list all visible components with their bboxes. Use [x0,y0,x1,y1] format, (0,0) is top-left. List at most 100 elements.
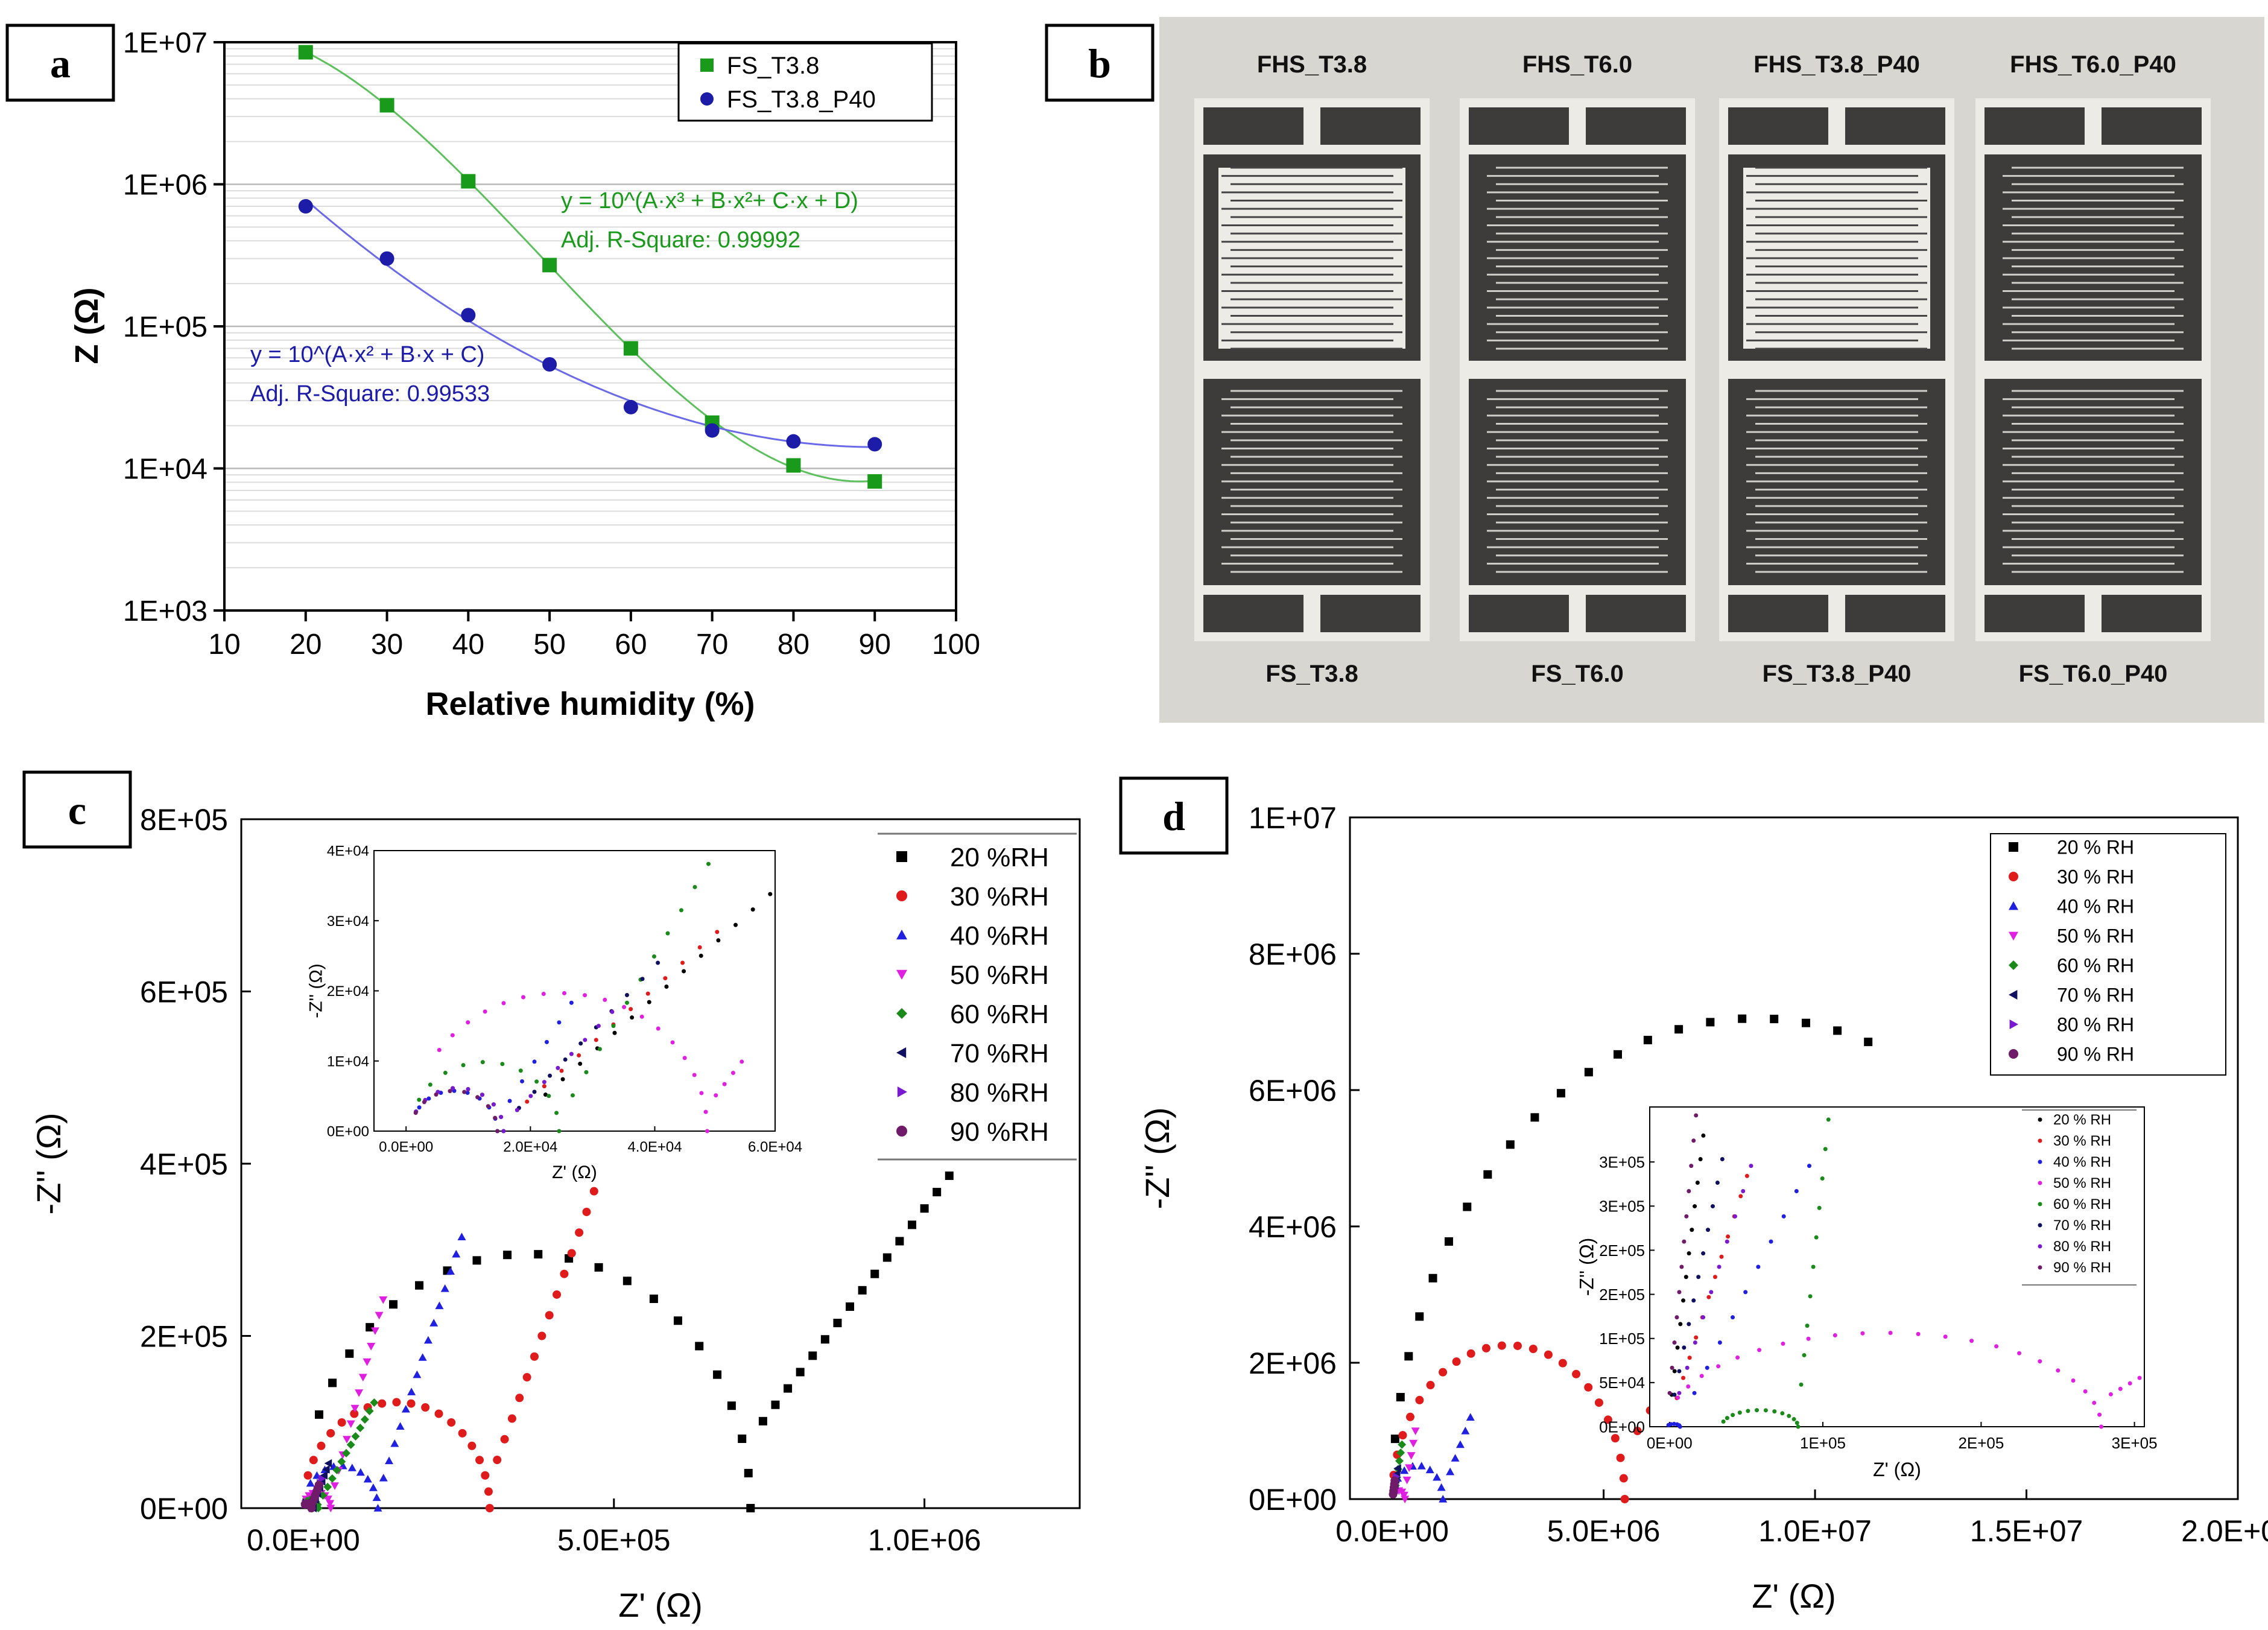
legend-marker [897,1086,907,1097]
inset-legend-label: 90 % RH [2053,1260,2111,1276]
inset-data-point [1676,1395,1680,1400]
data-point [343,1436,352,1444]
x-tick-label: 90 [859,629,891,661]
data-point [1439,1495,1448,1503]
data-point [375,1311,384,1320]
y-tick-label: 4E+05 [140,1147,228,1181]
inset-data-point [422,1100,426,1105]
legend-marker [2009,1020,2018,1029]
data-point [309,1456,318,1465]
data-point [314,1480,323,1489]
inset-data-point [1757,1348,1762,1353]
inset-data-point [518,1068,523,1073]
inset-data-point [1746,1409,1750,1413]
inset-data-point [1672,1340,1677,1345]
inset-data-point [1744,1173,1749,1178]
inset-data-point [656,1026,660,1031]
inset-data-point [1693,1204,1697,1209]
y-tick-label: 6E+06 [1249,1074,1337,1108]
legend-marker [2009,872,2018,881]
panel-c-label: c [68,787,86,833]
data-point [385,1456,394,1465]
pad-separator [1203,585,1421,595]
data-point [369,1483,378,1491]
data-point [1401,1495,1410,1503]
inset-data-point [1787,1413,1791,1418]
y-tick-label: 1E+07 [123,27,207,59]
inset-data-point [698,953,703,958]
data-point [379,1296,388,1304]
data-point [1770,1015,1779,1024]
inset-data-point [578,1061,583,1066]
inset-data-point [1772,1409,1777,1414]
x-tick-label: 1.0E+07 [1758,1514,1872,1548]
inset-data-point [1733,1214,1738,1219]
inset-data-point [483,1009,487,1014]
inset-y-tick-label: 2E+05 [1599,1242,1645,1260]
inset-data-point [1820,1176,1825,1181]
inset-data-point [437,1048,442,1053]
inset-data-point [501,1001,506,1006]
sensor-label-bottom: FS_T6.0_P40 [2019,661,2168,687]
data-point [337,1418,346,1427]
x-tick-label: 1.0E+06 [868,1523,981,1557]
inset-data-point [1805,1324,1810,1328]
inset-data-point [557,1020,562,1025]
inset-data-point [2127,1381,2132,1386]
data-point [314,1410,323,1419]
inset-legend-marker [2038,1265,2042,1270]
legend-label: 60 %RH [950,1000,1049,1029]
inset-data-point [542,1084,546,1089]
inset-data-point [2137,1375,2142,1380]
inset-data-point [556,1065,560,1070]
y-tick-label: 1E+04 [123,454,207,486]
inset-data-point [507,1099,512,1103]
pad-separator [1728,585,1945,595]
panel-b-photo: FHS_T3.8 FS_T3.8 FHS_T6.0 FS_T6.0 FHS_T3.8_P… [1159,17,2264,723]
inset-data-point [639,1014,644,1019]
data-point [356,1423,365,1432]
y-tick-label: 6E+05 [140,975,228,1009]
y-tick-label: 8E+06 [1249,937,1337,971]
inset-data-point [1826,1117,1831,1122]
data-point-2 [298,198,313,214]
x-tick-label: 100 [932,629,980,661]
pad-gap [1303,590,1320,632]
legend-box [677,42,933,122]
inset-data-point [1687,1322,1691,1327]
panel-d-chart: 0.0E+00 5.0E+06 1.0E+07 1.5E+07 2.0E+07 0E+00… [1138,801,2268,1615]
inset-data-point [1677,1424,1682,1429]
data-point [1452,1357,1461,1366]
panel-a-label-box: a [5,24,115,102]
data-point [1801,1018,1810,1027]
data-point [407,1387,416,1395]
pad-separator [1469,585,1686,595]
sensor-chip [1194,370,1430,641]
data-point [1456,1440,1465,1448]
inset-data-point [1684,1275,1688,1280]
legend-label-1: FS_T3.8 [727,52,819,79]
inset-data-point [629,1007,633,1012]
inset-data-point [1737,1410,1742,1415]
inset-data-point [417,1097,422,1102]
data-point [1594,1398,1603,1407]
y-tick-label: 0E+00 [140,1492,228,1526]
plot-frame [1349,816,2239,1500]
inset-data-point [532,1059,537,1064]
data-point [317,1441,326,1450]
inset-data-point [554,1111,559,1115]
legend-box [1990,833,2226,1076]
inset-data-point [1994,1344,1999,1349]
inset-legend-marker [2038,1223,2042,1228]
x-tick-label: 5.0E+05 [557,1523,671,1557]
sensor-label-bottom: FS_T3.8_P40 [1763,661,1912,687]
legend-marker-2 [700,92,714,106]
data-point [365,1406,374,1415]
inset-data-point [548,1073,553,1078]
data-point [358,1374,367,1382]
data-point [332,1465,341,1474]
data-point [622,1276,632,1286]
data-point [796,1368,805,1377]
data-point [545,1311,554,1320]
